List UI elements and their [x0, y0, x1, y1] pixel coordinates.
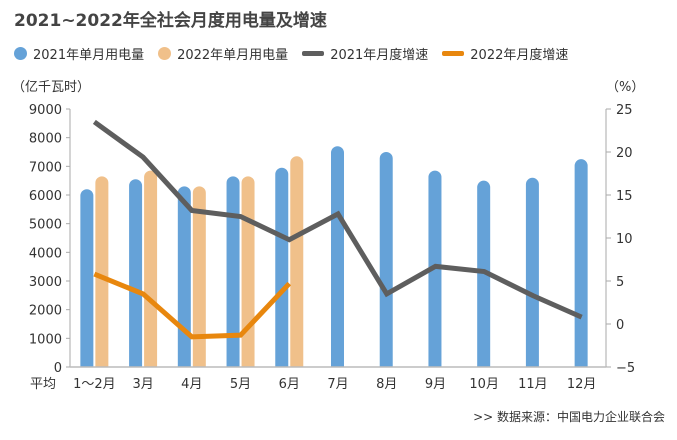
bar-2022	[144, 170, 158, 367]
legend-item-2021-line: 2021年月度增速	[302, 44, 428, 63]
left-tick-label: 3000	[29, 275, 62, 290]
left-tick-label: 4000	[29, 246, 62, 261]
legend-label: 2022年单月用电量	[177, 48, 289, 63]
bar-2021	[80, 189, 94, 367]
legend-swatch	[442, 51, 465, 56]
x-tick-label: 10月	[469, 377, 499, 392]
left-tick-label: 5000	[29, 218, 62, 233]
left-tick-label: 0	[54, 361, 62, 376]
right-tick-label: 20	[616, 146, 633, 161]
left-tick-label: 1000	[29, 332, 62, 347]
legend-item-2022-bar: 2022年单月用电量	[158, 44, 288, 63]
left-tick-label: 9000	[29, 103, 62, 118]
x-tick-label: 7月	[327, 377, 348, 392]
x-tick-label: 11月	[518, 377, 548, 392]
legend-label: 2021年单月用电量	[33, 48, 145, 63]
legend-swatch	[302, 51, 325, 56]
bar-2022	[95, 176, 109, 367]
left-tick-label: 7000	[29, 160, 62, 175]
bar-2022	[192, 186, 206, 367]
bar-2021	[129, 179, 143, 367]
bar-2021	[525, 177, 539, 367]
chart-title: 2021~2022年全社会月度用电量及增速	[14, 11, 327, 31]
legend-swatch	[158, 47, 172, 60]
legend-label: 2021年月度增速	[330, 48, 429, 63]
right-axis-label: （%）	[606, 80, 645, 95]
source-note: >> 数据来源：中国电力企业联合会	[473, 410, 665, 424]
right-tick-label: 0	[616, 318, 624, 333]
right-tick-label: 5	[616, 275, 624, 290]
x-prefix-label: 平均	[30, 377, 56, 392]
left-tick-label: 6000	[29, 189, 62, 204]
legend-item-2022-line: 2022年月度增速	[442, 44, 568, 63]
x-tick-label: 4月	[181, 377, 202, 392]
bar-2021	[177, 186, 191, 367]
bar-2021	[275, 167, 289, 367]
x-tick-label: 5月	[230, 377, 251, 392]
bar-2022	[241, 176, 255, 367]
right-tick-label: 15	[616, 189, 633, 204]
right-tick-label: 25	[616, 103, 633, 118]
x-tick-label: 3月	[132, 377, 153, 392]
legend-label: 2022年月度增速	[470, 48, 569, 63]
legend-item-2021-bar: 2021年单月用电量	[14, 44, 144, 63]
x-tick-label: 8月	[376, 377, 397, 392]
x-tick-label: 6月	[279, 377, 300, 392]
left-tick-label: 2000	[29, 304, 62, 319]
bar-2022	[290, 156, 304, 367]
bar-2021	[379, 152, 393, 367]
legend-swatch	[14, 47, 27, 60]
bar-2021	[226, 176, 240, 367]
left-tick-label: 8000	[29, 132, 62, 147]
bar-2021	[574, 159, 588, 367]
bar-2021	[331, 146, 344, 367]
line-2022	[93, 271, 292, 340]
x-tick-label: 12月	[567, 377, 597, 392]
right-tick-label: −5	[616, 361, 635, 376]
left-axis-label: （亿千瓦时）	[12, 80, 91, 95]
x-tick-label: 9月	[425, 377, 446, 392]
legend: 2021年单月用电量 2022年单月用电量 2021年月度增速 2022年月度增…	[14, 44, 568, 63]
x-tick-label: 1～2月	[73, 377, 116, 392]
right-tick-label: 10	[616, 232, 633, 247]
